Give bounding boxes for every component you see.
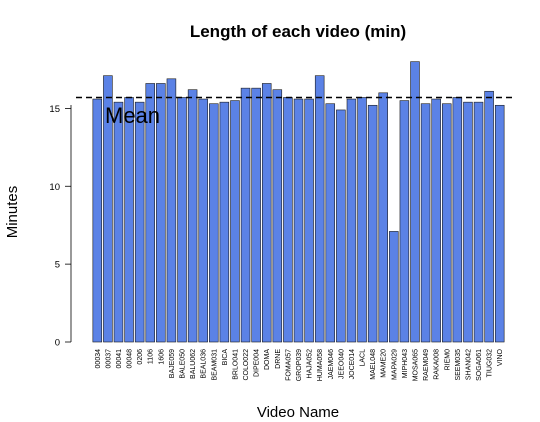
bar [261,83,272,343]
bar [134,101,145,343]
bar [452,97,463,343]
bar [494,104,505,343]
y-axis-label: Minutes [4,186,21,239]
bar [336,109,346,343]
x-tick-label: MAEL048 [370,349,377,380]
bar [389,231,399,343]
x-tick-label: MOSA065 [412,349,419,381]
bar [357,97,367,343]
x-tick-label: MIPH043 [402,349,409,378]
bar [272,89,283,343]
x-tick-label: TIUG032 [487,349,494,378]
x-tick-label: RAEM049 [423,349,430,381]
y-tick-label: 0 [55,338,60,349]
x-tick-label: SHAN042 [465,349,472,380]
bar [113,101,124,343]
bar [346,98,357,343]
x-tick-label: 00048 [127,349,134,369]
x-tick-label: HAJA052 [307,349,314,379]
bar [304,98,314,343]
x-tick-label: 1606 [158,349,165,365]
y-tick-label: 15 [49,104,60,115]
bar [314,75,325,343]
bars [92,61,505,343]
x-tick-label: JAEM046 [328,349,335,379]
bar [240,87,251,343]
bar [473,101,484,343]
bar [463,101,473,343]
x-tick-label: 00037 [105,349,112,369]
bar [293,98,304,343]
x-tick-label: HUMA058 [317,349,324,381]
bar [484,90,494,343]
x-tick-label: BALU062 [190,349,197,379]
x-tick-label: FOMA057 [285,349,292,381]
x-tick-label: VINO [497,348,504,366]
x-tick-label: LACL [360,349,367,367]
x-tick-label: GROP039 [296,349,303,381]
bar [124,97,134,343]
x-tick-label: COLO022 [243,349,250,381]
bar [187,89,198,343]
x-tick-label: MAPA029 [391,349,398,380]
bar [103,75,113,343]
x-tick-label: JEEO040 [338,349,345,379]
bar [156,83,166,343]
x-tick-label: SEEM035 [455,349,462,381]
x-axis-label: Video Name [257,404,339,421]
x-tick-label: JOCE014 [349,349,356,379]
bar [209,103,219,343]
y-tick-label: 10 [49,182,60,193]
bar [166,78,177,343]
x-tick-label: BAJE059 [169,349,176,378]
bar [198,98,208,343]
bar [283,97,293,343]
x-tick-label: 1106 [148,349,155,364]
x-tick-label: BICA [222,349,229,366]
x-tick-label: 00041 [116,349,123,369]
x-tick-label: DIPE004 [254,349,261,377]
x-tick-label: BEAL036 [201,349,208,379]
x-tick-label: RIEM0 [444,349,451,371]
x-tick-label: RAKA008 [434,349,441,380]
bar [145,83,155,343]
bar [177,97,187,343]
x-tick-label: SOGA061 [476,349,483,381]
x-tick-label: BEAM031 [211,349,218,381]
x-tick-label: DRNE [275,349,282,369]
x-tick-label: BALE050 [180,349,187,379]
bar [442,103,452,343]
mean-label: Mean [105,103,160,128]
chart-title: Length of each video (min) [190,22,406,41]
bar [410,61,420,343]
bar [230,100,240,343]
x-tick-label: 00034 [95,349,102,369]
bar [367,104,378,343]
x-tick-label: MAME20 [381,349,388,378]
bar [431,98,441,343]
bar [378,92,388,343]
bar [92,98,103,343]
x-tick-label: BRLO041 [232,349,239,380]
bar [325,103,336,343]
bar [251,87,261,343]
y-tick-label: 5 [55,260,60,271]
bar [219,101,230,343]
x-axis-tick-labels: 00034 00037 00041 00048 0206 1106 1606 BAJE059 B… [95,348,504,381]
bar [399,100,410,343]
y-axis-ticks: 0 5 10 15 [49,104,71,349]
x-tick-label: DOMA [264,349,271,370]
bar [420,103,431,343]
x-tick-label: 0206 [137,349,144,365]
